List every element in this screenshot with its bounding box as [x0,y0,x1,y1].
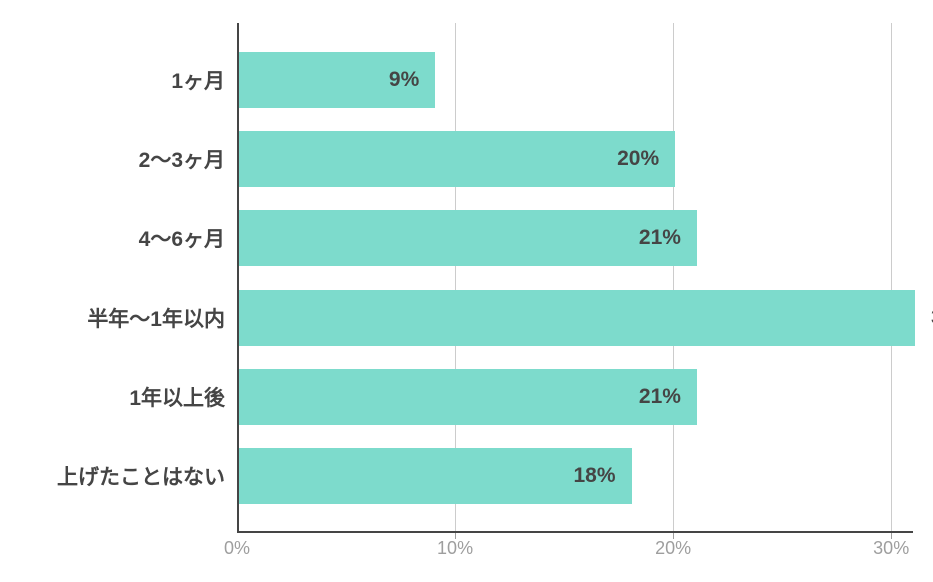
bar: 21% [239,369,697,425]
y-label: 半年〜1年以内 [0,290,225,346]
y-label: 1ヶ月 [0,52,225,108]
y-label: 1年以上後 [0,369,225,425]
y-axis-labels: 1ヶ月 2〜3ヶ月 4〜6ヶ月 半年〜1年以内 1年以上後 上げたことはない [0,23,225,533]
bar-value-label: 18% [573,464,615,488]
bar: 21% [239,210,697,266]
bar-row: 31% [237,290,913,346]
bar-value-label: 21% [639,226,681,250]
bar-value-label: 9% [389,68,419,92]
x-axis-ticks: 0%10%20%30% [237,538,913,568]
bar-row: 21% [237,369,913,425]
bar-row: 9% [237,52,913,108]
x-axis-line [237,531,913,533]
x-tick-label: 10% [437,538,473,559]
bars-container: 9% 20% 21% 31% 21% [237,23,913,533]
bar: 18% [239,448,632,504]
x-tick-label: 0% [224,538,250,559]
bar: 9% [239,52,435,108]
bar-row: 21% [237,210,913,266]
bar-value-label: 20% [617,147,659,171]
y-label: 2〜3ヶ月 [0,131,225,187]
bar-row: 20% [237,131,913,187]
plot-area: 9% 20% 21% 31% 21% [237,23,913,533]
bar-chart: 1ヶ月 2〜3ヶ月 4〜6ヶ月 半年〜1年以内 1年以上後 上げたことはない 9… [0,0,933,582]
bar-value-label: 31% [915,290,933,346]
bar: 20% [239,131,675,187]
x-tick-label: 30% [873,538,909,559]
y-label: 4〜6ヶ月 [0,210,225,266]
bar-value-label: 21% [639,385,681,409]
y-axis-line [237,23,239,533]
bar-row: 18% [237,448,913,504]
y-label: 上げたことはない [0,448,225,504]
x-tick-label: 20% [655,538,691,559]
bar [239,290,915,346]
